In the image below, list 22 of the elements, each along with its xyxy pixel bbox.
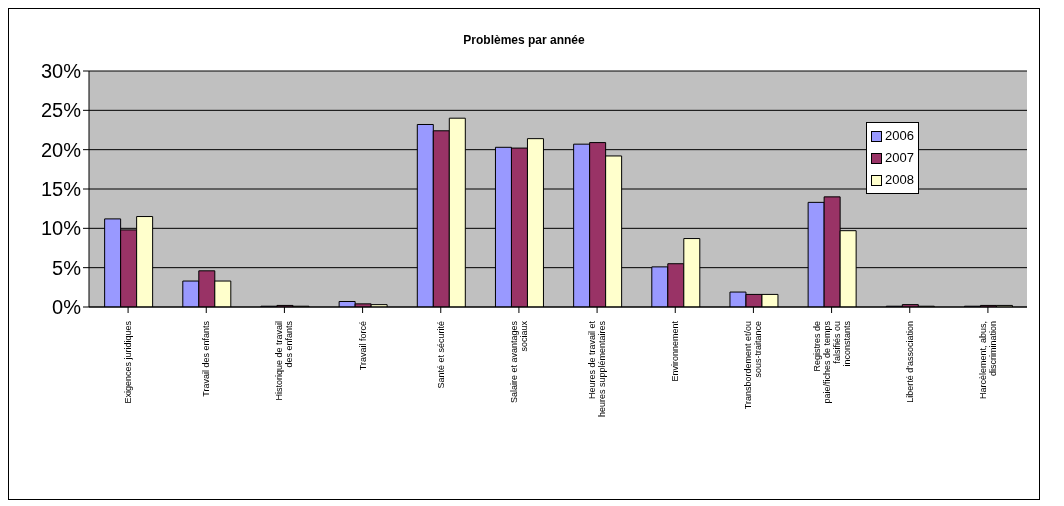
y-tick-label: 20%: [40, 138, 82, 161]
y-tick-label: 5%: [52, 256, 82, 279]
legend-label: 2006: [884, 127, 914, 145]
x-tick-label: Salaire et avantages sociaux: [508, 320, 529, 404]
y-tick-label: 25%: [40, 99, 82, 122]
x-tick-label: Historique de travail des enfants: [274, 320, 295, 401]
legend-label: 2008: [884, 171, 914, 189]
x-tick-label: Harcèlement, abus, discrimination: [977, 321, 998, 400]
x-tick-label: Liberté d'association: [904, 321, 915, 403]
x-tick-label: Transbordement et/ou sous-traitance: [743, 321, 764, 410]
x-tick-label: Santé et sécurité: [435, 321, 446, 389]
y-tick-label: 30%: [40, 60, 82, 83]
chart-title: Problèmes par année: [462, 33, 586, 47]
y-tick-label: 10%: [40, 217, 82, 240]
x-tick-label: Travail forcé: [357, 321, 368, 371]
x-tick-label: Environnement: [670, 320, 681, 382]
legend-label: 2007: [884, 149, 914, 167]
x-tick-label: Exigences juridiques: [123, 320, 134, 404]
y-tick-label: 0%: [52, 296, 82, 319]
x-tick-label: Travail des enfants: [201, 320, 212, 397]
x-tick-label: Registres de paie/fiches de temps falsifiés ou inconstants: [811, 320, 852, 404]
y-tick-label: 15%: [40, 178, 82, 201]
